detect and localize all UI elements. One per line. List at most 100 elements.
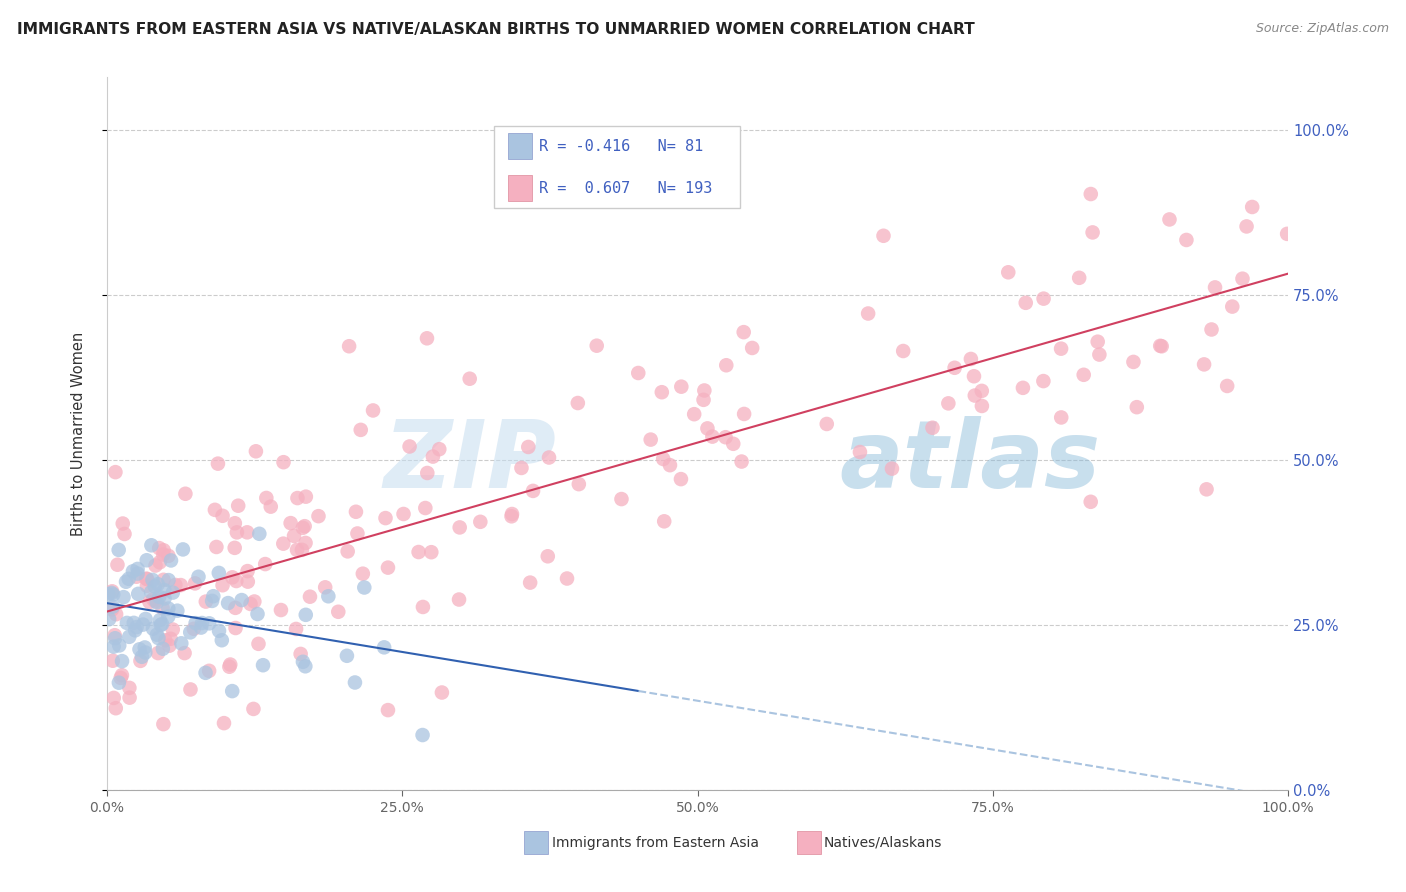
- Point: [1012, 381, 1035, 395]
- Point: [669, 472, 692, 486]
- Point: [692, 392, 714, 407]
- Point: [519, 575, 541, 590]
- Point: [449, 520, 471, 534]
- Point: [191, 615, 214, 630]
- Text: Natives/Alaskans: Natives/Alaskans: [824, 836, 942, 850]
- Point: [283, 529, 305, 543]
- Point: [104, 632, 127, 646]
- Point: [696, 421, 718, 435]
- Point: [135, 572, 157, 586]
- Point: [118, 690, 141, 705]
- Point: [118, 681, 141, 695]
- Point: [207, 457, 229, 471]
- Point: [872, 228, 894, 243]
- Point: [104, 628, 127, 642]
- Point: [146, 628, 169, 642]
- Point: [970, 399, 993, 413]
- Point: [155, 633, 177, 648]
- Point: [152, 601, 174, 615]
- Point: [127, 562, 149, 576]
- Point: [145, 558, 167, 573]
- Point: [149, 618, 172, 632]
- Point: [627, 366, 650, 380]
- Point: [252, 658, 274, 673]
- Point: [174, 487, 197, 501]
- Point: [122, 564, 145, 578]
- Point: [101, 654, 124, 668]
- Point: [97, 587, 120, 601]
- Text: atlas: atlas: [839, 417, 1101, 508]
- Point: [537, 450, 560, 465]
- Point: [285, 542, 308, 557]
- Point: [225, 574, 247, 588]
- Point: [856, 306, 879, 320]
- Point: [204, 503, 226, 517]
- Point: [517, 440, 540, 454]
- Point: [254, 491, 277, 505]
- Point: [160, 553, 183, 567]
- Point: [128, 642, 150, 657]
- Point: [1192, 358, 1215, 372]
- Point: [146, 646, 169, 660]
- Point: [361, 403, 384, 417]
- Point: [716, 358, 738, 372]
- Point: [132, 617, 155, 632]
- Point: [1032, 292, 1054, 306]
- Point: [246, 607, 269, 621]
- Point: [416, 331, 439, 345]
- Point: [108, 675, 131, 690]
- Point: [1050, 410, 1073, 425]
- Point: [1195, 483, 1218, 497]
- Point: [416, 466, 439, 480]
- Point: [412, 599, 434, 614]
- Point: [651, 385, 673, 400]
- Point: [194, 594, 217, 608]
- Point: [1175, 233, 1198, 247]
- Point: [153, 583, 176, 598]
- Text: R = -0.416   N= 81: R = -0.416 N= 81: [538, 138, 703, 153]
- Point: [260, 500, 283, 514]
- Point: [997, 265, 1019, 279]
- Point: [567, 396, 589, 410]
- Point: [138, 595, 160, 609]
- Point: [149, 555, 172, 569]
- Point: [537, 549, 560, 564]
- Point: [143, 579, 166, 593]
- Point: [135, 553, 157, 567]
- Point: [152, 548, 174, 562]
- Point: [568, 477, 591, 491]
- Point: [427, 442, 450, 457]
- Point: [104, 465, 127, 479]
- Point: [135, 612, 157, 626]
- Point: [179, 625, 201, 640]
- Point: [943, 360, 966, 375]
- Point: [970, 384, 993, 398]
- Point: [152, 717, 174, 731]
- Point: [377, 703, 399, 717]
- Point: [118, 630, 141, 644]
- Point: [173, 646, 195, 660]
- Point: [225, 621, 247, 635]
- Point: [585, 339, 607, 353]
- Point: [815, 417, 838, 431]
- Point: [683, 407, 706, 421]
- Point: [1122, 355, 1144, 369]
- Point: [318, 589, 340, 603]
- Point: [205, 540, 228, 554]
- Point: [127, 566, 149, 581]
- Point: [218, 659, 240, 673]
- Point: [652, 514, 675, 528]
- Point: [111, 654, 134, 668]
- Point: [122, 615, 145, 630]
- Point: [127, 587, 149, 601]
- Point: [891, 344, 914, 359]
- Point: [134, 640, 156, 655]
- Point: [157, 549, 180, 563]
- Point: [152, 543, 174, 558]
- Text: Immigrants from Eastern Asia: Immigrants from Eastern Asia: [551, 836, 759, 850]
- Point: [270, 603, 292, 617]
- Point: [190, 621, 212, 635]
- Point: [415, 501, 437, 516]
- Point: [1069, 270, 1091, 285]
- Point: [101, 584, 124, 599]
